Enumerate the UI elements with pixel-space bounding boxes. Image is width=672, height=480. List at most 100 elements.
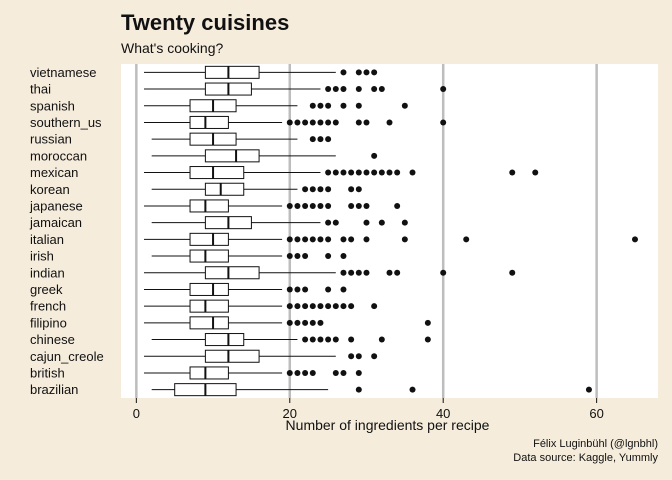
ytick-label: italian	[30, 232, 64, 247]
outlier-point	[340, 169, 347, 176]
outlier-point	[340, 303, 347, 310]
outlier-point	[286, 319, 293, 326]
outlier-point	[294, 253, 301, 260]
outlier-point	[348, 186, 355, 193]
outlier-point	[302, 253, 309, 260]
outlier-point	[340, 102, 347, 109]
outlier-point	[394, 269, 401, 276]
outlier-point	[409, 386, 416, 393]
ytick-label: mexican	[30, 165, 78, 180]
box-korean	[204, 182, 245, 196]
outlier-point	[348, 202, 355, 209]
outlier-point	[355, 119, 362, 126]
outlier-point	[378, 86, 385, 93]
outlier-point	[394, 202, 401, 209]
outlier-point	[348, 353, 355, 360]
outlier-point	[371, 69, 378, 76]
outlier-point	[286, 369, 293, 376]
ytick-label: irish	[30, 249, 54, 264]
outlier-point	[631, 236, 638, 243]
outlier-point	[325, 102, 332, 109]
outlier-point	[363, 269, 370, 276]
outlier-point	[325, 169, 332, 176]
outlier-point	[317, 236, 324, 243]
outlier-point	[348, 236, 355, 243]
outlier-point	[348, 269, 355, 276]
ytick-label: brazilian	[30, 382, 78, 397]
ytick-label: japanese	[29, 198, 83, 213]
outlier-point	[325, 253, 332, 260]
outlier-point	[302, 303, 309, 310]
outlier-point	[286, 119, 293, 126]
ytick-label: jamaican	[29, 215, 82, 230]
box-chinese	[204, 333, 245, 347]
outlier-point	[363, 202, 370, 209]
outlier-point	[309, 119, 316, 126]
box-indian	[204, 266, 260, 280]
caption-source: Data source: Kaggle, Yummly	[513, 452, 658, 464]
outlier-point	[355, 353, 362, 360]
outlier-point	[355, 269, 362, 276]
outlier-point	[317, 136, 324, 143]
ytick-label: british	[30, 365, 65, 380]
outlier-point	[355, 186, 362, 193]
outlier-point	[302, 369, 309, 376]
xtick-label: 40	[436, 406, 450, 421]
outlier-point	[371, 86, 378, 93]
outlier-point	[424, 336, 431, 343]
ytick-label: moroccan	[30, 148, 87, 163]
outlier-point	[340, 236, 347, 243]
plot-panel	[121, 64, 658, 398]
box-british	[189, 366, 229, 380]
outlier-point	[394, 169, 401, 176]
outlier-point	[325, 236, 332, 243]
outlier-point	[325, 303, 332, 310]
outlier-point	[401, 236, 408, 243]
outlier-point	[386, 169, 393, 176]
outlier-point	[325, 202, 332, 209]
outlier-point	[309, 336, 316, 343]
outlier-point	[332, 336, 339, 343]
ytick-label: cajun_creole	[30, 349, 104, 364]
outlier-point	[286, 253, 293, 260]
outlier-point	[286, 303, 293, 310]
outlier-point	[325, 186, 332, 193]
outlier-point	[348, 303, 355, 310]
outlier-point	[363, 119, 370, 126]
ytick-label: chinese	[30, 332, 75, 347]
box-japanese	[189, 199, 229, 213]
outlier-point	[440, 119, 447, 126]
outlier-point	[363, 219, 370, 226]
outlier-point	[294, 236, 301, 243]
outlier-point	[363, 69, 370, 76]
outlier-point	[401, 219, 408, 226]
outlier-point	[332, 119, 339, 126]
box-greek	[189, 282, 229, 296]
outlier-point	[355, 202, 362, 209]
box-moroccan	[204, 149, 260, 163]
outlier-point	[378, 219, 385, 226]
outlier-point	[317, 336, 324, 343]
outlier-point	[317, 202, 324, 209]
outlier-point	[355, 69, 362, 76]
box-french	[189, 299, 229, 313]
outlier-point	[286, 236, 293, 243]
outlier-point	[424, 319, 431, 326]
outlier-point	[302, 319, 309, 326]
outlier-point	[332, 169, 339, 176]
box-irish	[189, 249, 229, 263]
box-cajun_creole	[204, 349, 260, 363]
outlier-point	[371, 303, 378, 310]
box-italian	[189, 232, 229, 246]
outlier-point	[325, 136, 332, 143]
ytick-label: indian	[30, 265, 65, 280]
outlier-point	[440, 86, 447, 93]
outlier-point	[294, 319, 301, 326]
outlier-point	[325, 119, 332, 126]
outlier-point	[317, 303, 324, 310]
outlier-point	[294, 202, 301, 209]
xtick-label: 0	[133, 406, 140, 421]
outlier-point	[302, 336, 309, 343]
outlier-point	[317, 319, 324, 326]
